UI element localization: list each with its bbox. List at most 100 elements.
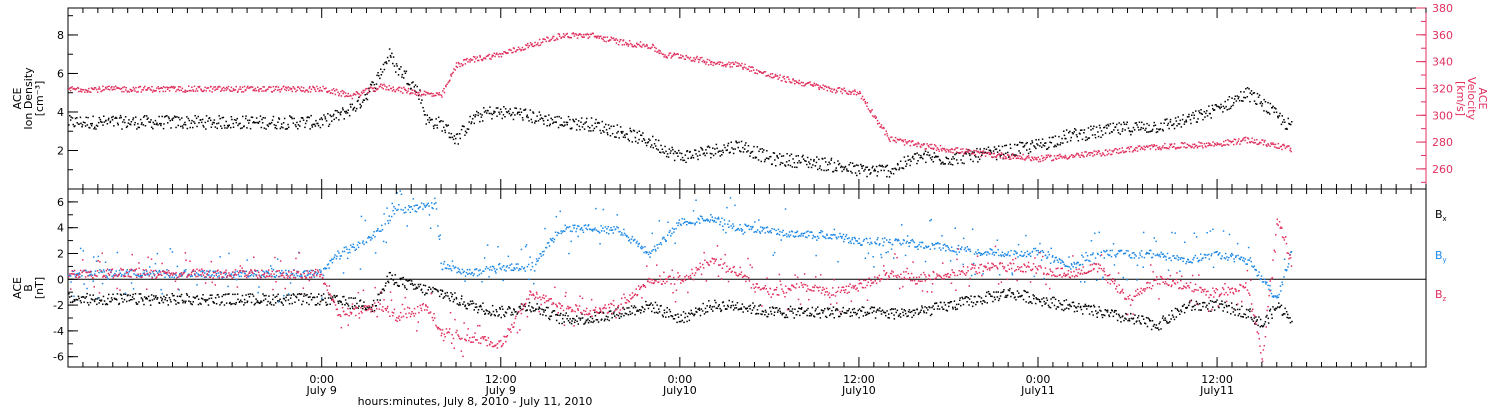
ion-density-point <box>400 66 402 68</box>
ion-density-point <box>380 69 382 71</box>
velocity-point <box>771 77 773 79</box>
ion-density-point <box>433 125 435 127</box>
velocity-point <box>956 151 958 153</box>
velocity-point <box>850 93 852 95</box>
ion-density-point <box>442 121 444 123</box>
bx-point <box>798 308 800 310</box>
by-point <box>83 250 85 252</box>
ion-density-point <box>68 124 70 126</box>
bx-point <box>1248 309 1250 311</box>
velocity-point <box>1072 157 1074 159</box>
ion-density-point <box>1233 102 1235 104</box>
bx-point <box>1237 309 1239 311</box>
bx-point <box>1054 305 1056 307</box>
ion-density-point <box>808 161 810 163</box>
by-point <box>606 228 608 230</box>
bx-point <box>1221 300 1223 302</box>
bx-point <box>338 302 340 304</box>
by-point <box>125 293 127 295</box>
ion-density-point <box>1128 127 1130 128</box>
bx-point <box>774 315 776 317</box>
bx-point <box>420 284 422 286</box>
by-point <box>262 271 264 273</box>
bx-point <box>112 299 114 301</box>
velocity-point <box>526 45 528 47</box>
bx-point <box>1160 328 1162 330</box>
ion-density-point <box>931 159 933 161</box>
velocity-point <box>1093 150 1095 152</box>
by-point <box>616 226 618 228</box>
velocity-point <box>788 79 790 81</box>
bx-point <box>897 310 899 312</box>
bx-point <box>412 285 414 287</box>
ion-density-point <box>567 124 569 126</box>
velocity-point <box>1156 145 1158 147</box>
velocity-point <box>459 66 461 68</box>
bx-point <box>1009 288 1011 290</box>
velocity-point <box>466 58 468 60</box>
ion-density-point <box>284 118 286 120</box>
bx-point <box>680 314 682 316</box>
ion-density-point <box>385 61 387 63</box>
velocity-point <box>502 53 504 55</box>
bx-point <box>1000 295 1002 297</box>
bx-point <box>1147 326 1149 328</box>
velocity-point <box>569 37 571 39</box>
bx-point <box>910 312 912 314</box>
ion-density-point <box>1100 137 1102 139</box>
bx-point <box>893 314 895 316</box>
ion-density-point <box>478 112 480 114</box>
ion-density-point <box>921 157 923 159</box>
bx-point <box>325 302 327 304</box>
velocity-point <box>631 44 633 46</box>
by-point <box>346 249 348 251</box>
velocity-point <box>1135 150 1137 152</box>
velocity-point <box>1092 152 1094 154</box>
by-point <box>258 286 260 288</box>
ion-density-point <box>112 119 114 121</box>
ion-density-point <box>132 119 134 121</box>
bx-point <box>470 301 472 303</box>
ion-density-point <box>785 165 787 167</box>
bx-point <box>1266 315 1268 317</box>
bx-point <box>733 305 735 307</box>
ion-density-point <box>872 167 874 169</box>
bx-point <box>880 311 882 313</box>
bx-point <box>780 312 782 314</box>
velocity-point <box>625 42 627 44</box>
ion-density-point <box>409 84 411 86</box>
by-point <box>553 241 555 243</box>
ion-density-point <box>1052 137 1054 139</box>
ion-density-point <box>638 139 640 141</box>
velocity-point <box>1144 149 1146 151</box>
by-point <box>365 220 367 222</box>
bx-point <box>1134 323 1136 325</box>
ion-density-point <box>522 119 524 121</box>
bx-point <box>594 312 596 314</box>
bx-point <box>122 301 124 303</box>
velocity-point <box>179 90 181 92</box>
bx-point <box>139 293 141 295</box>
by-point <box>386 207 388 209</box>
velocity-point <box>219 86 221 88</box>
velocity-point <box>255 88 257 90</box>
bx-point <box>1139 320 1141 322</box>
ion-density-point <box>504 116 506 118</box>
ion-density-point <box>332 115 334 117</box>
bx-point <box>830 313 832 315</box>
velocity-point <box>475 58 477 60</box>
velocity-point <box>1009 158 1011 160</box>
velocity-point <box>180 86 182 88</box>
velocity-point <box>375 91 377 93</box>
ion-density-point <box>1272 107 1274 109</box>
bx-point <box>1265 316 1267 318</box>
velocity-point <box>283 86 285 88</box>
ion-density-point <box>386 63 388 64</box>
by-point <box>98 256 100 258</box>
ion-density-point <box>562 125 564 127</box>
bx-point <box>1066 307 1068 309</box>
bx-point <box>252 294 254 296</box>
velocity-point <box>704 61 706 63</box>
velocity-point <box>315 91 317 93</box>
